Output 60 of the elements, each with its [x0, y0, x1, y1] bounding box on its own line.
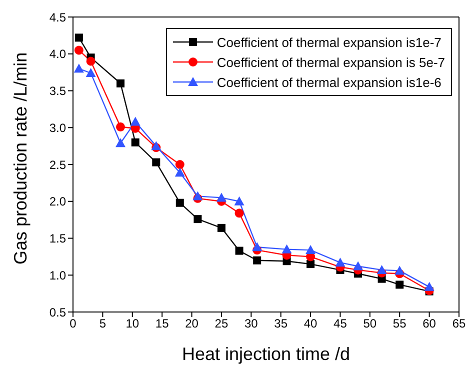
x-tick-label: 50 [363, 316, 377, 331]
legend-label: Coefficient of thermal expansion is1e-7 [216, 34, 442, 50]
x-tick-label: 60 [422, 316, 436, 331]
point [174, 168, 185, 177]
y-tick-label: 3.5 [49, 84, 66, 98]
x-tick-label: 0 [70, 316, 77, 331]
y-axis-title: Gas production rate /L/min [10, 52, 30, 264]
y-tick-label: 0.5 [49, 305, 66, 320]
point [130, 116, 140, 126]
point [86, 68, 96, 78]
point [252, 242, 262, 252]
point [335, 258, 346, 267]
x-tick-label: 35 [274, 316, 288, 331]
x-tick-label: 30 [244, 316, 258, 331]
point [306, 260, 315, 268]
y-tick-label: 3.0 [49, 120, 66, 135]
x-tick-label: 40 [304, 316, 318, 331]
x-tick-label: 45 [334, 316, 348, 331]
point [86, 56, 96, 66]
point [152, 158, 160, 166]
point [74, 46, 84, 55]
point [194, 215, 202, 224]
point [253, 256, 262, 264]
x-axis-title: Heat injection time /d [182, 344, 350, 364]
x-tick-label: 5 [99, 316, 106, 331]
y-tick-label: 4.0 [49, 47, 66, 62]
point [116, 138, 126, 148]
point [394, 266, 405, 275]
x-tick-label: 25 [214, 316, 228, 331]
x-tick-label: 10 [126, 316, 140, 331]
x-tick-label: 15 [155, 316, 170, 331]
point [176, 198, 184, 207]
point [131, 138, 140, 146]
point [424, 282, 434, 291]
y-tick-label: 2.5 [49, 158, 66, 172]
point [74, 64, 84, 73]
point [74, 34, 83, 42]
y-tick-label: 2.0 [49, 194, 66, 209]
point [192, 191, 203, 200]
y-tick-label: 1.5 [49, 232, 66, 246]
x-tick-label: 55 [392, 316, 407, 331]
y-tick-label: 4.5 [49, 10, 66, 24]
point [376, 264, 387, 274]
legend-label: Coefficient of thermal expansion is 5e-7 [216, 54, 445, 70]
legend-label: Coefficient of thermal expansion is1e-6 [216, 74, 442, 90]
point [175, 160, 184, 169]
point [216, 192, 226, 202]
point [396, 280, 404, 289]
point [217, 224, 226, 232]
point [235, 246, 244, 255]
point [234, 196, 244, 206]
point [353, 261, 364, 270]
point [282, 244, 292, 254]
point [116, 122, 126, 132]
point [306, 245, 316, 254]
x-tick-label: 20 [185, 316, 199, 331]
x-tick-label: 65 [452, 316, 466, 331]
point [116, 79, 125, 88]
y-tick-label: 1.0 [49, 268, 66, 282]
point [234, 208, 244, 218]
